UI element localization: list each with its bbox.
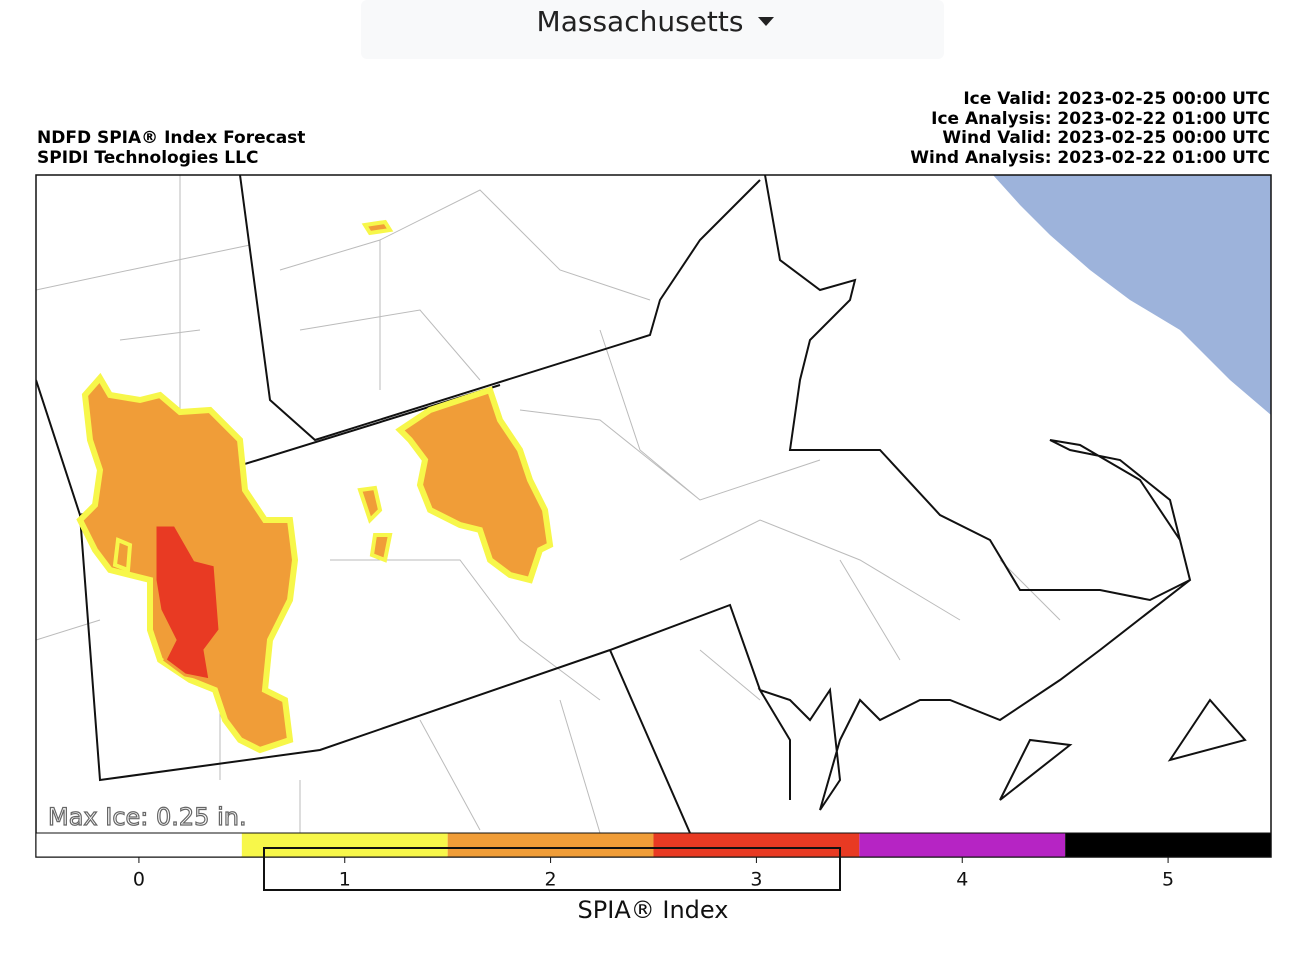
colorbar-segment [653,833,860,857]
colorbar-frame [35,832,1272,858]
colorbar-tick-label: 5 [1162,869,1174,891]
map-title: NDFD SPIA® Index Forecast [37,128,305,148]
time-label: Wind Analysis: 2023-02-22 01:00 UTC [910,148,1270,168]
ice-area [112,219,394,573]
highlight-box [263,847,841,891]
colorbar-segment [1065,833,1271,857]
colorbar-label: SPIA® Index [578,896,729,924]
colorbar-tick-label: 1 [339,869,351,891]
colorbar-segment [447,833,654,857]
dropdown-caret[interactable] [758,17,774,26]
colorbar-tick-label: 4 [956,869,968,891]
dropdown[interactable] [361,0,944,59]
colorbar-tick-label: 2 [545,869,557,891]
colorbar: 0 1 2 3 4 5 [35,832,1272,891]
ice-area [153,523,222,682]
time-label: Ice Valid: 2023-02-25 00:00 UTC [963,89,1270,109]
colorbar-tick-label: 3 [750,869,762,891]
colorbar-tick-label: 0 [133,869,145,891]
max-ice-label: Max Ice: 0.25 in. [48,803,247,831]
colorbar-segment [859,833,1066,857]
time-label: Wind Valid: 2023-02-25 00:00 UTC [942,128,1270,148]
ice-area [395,386,554,584]
map: Max Ice: 0.25 in. [35,174,1272,858]
time-label: Ice Analysis: 2023-02-22 01:00 UTC [931,109,1270,129]
ocean [993,175,1271,415]
colorbar-segment [36,833,242,857]
map-subtitle: SPIDI Technologies LLC [37,148,258,168]
colorbar-segment [241,833,448,857]
dropdown-label[interactable]: Massachusetts [537,5,744,38]
